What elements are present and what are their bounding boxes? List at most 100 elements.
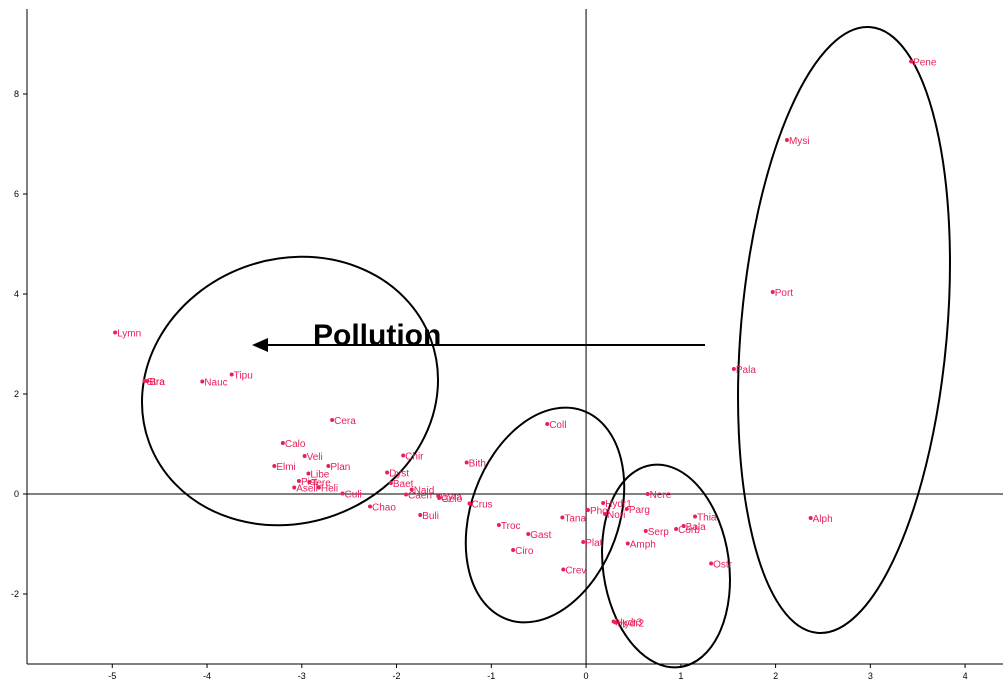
point-label-alph: Alph (813, 514, 833, 525)
point-pene (909, 59, 914, 64)
point-bith (464, 460, 469, 465)
point-label-hydr2: Hydr2 (617, 619, 644, 630)
point-label-asell: Asell (296, 484, 318, 495)
x-tick-label: 3 (868, 671, 873, 681)
point-label-gyra: Gyra (440, 492, 462, 503)
point-chao (368, 504, 373, 509)
point-label-bith: Bith (469, 459, 486, 470)
point-asell (292, 485, 297, 490)
point-label-cera: Cera (334, 416, 356, 427)
point-label-plat: Plat (585, 538, 602, 549)
point-label-troc: Troc (501, 521, 521, 532)
point-label-parg: Parg (629, 505, 650, 516)
point-label-naid: Naid (414, 486, 435, 497)
point-label-culi: Culi (345, 490, 362, 501)
x-tick-label: 0 (584, 671, 589, 681)
point-port (770, 290, 775, 294)
central-group-ellipse (464, 406, 626, 624)
point-label-tere: Tere (311, 478, 331, 489)
x-tick-label: 2 (773, 671, 778, 681)
point-mysi (784, 138, 789, 142)
x-tick-label: -2 (393, 671, 401, 681)
point-tere (307, 480, 312, 484)
point-label-calo: Calo (285, 439, 306, 450)
y-tick-label: 8 (14, 89, 19, 99)
point-elmi (272, 464, 277, 468)
point-label-baet: Baet (393, 479, 414, 490)
point-label-dyst: Dyst (389, 469, 409, 480)
point-label-tipu: Tipu (234, 371, 253, 382)
point-corb (674, 527, 679, 531)
point-calo (280, 441, 285, 445)
point-ostr (709, 561, 714, 566)
point-label-libe: Libe (310, 470, 329, 481)
point-bra (145, 379, 150, 383)
point-pala (731, 367, 736, 371)
pollution-group-ellipse (140, 255, 440, 527)
point-ciro (511, 548, 516, 552)
point-label-bra: Bra (149, 377, 165, 388)
point-label-corb: Corb (678, 525, 700, 536)
point-naid (409, 487, 414, 492)
point-label-nere: Nere (650, 490, 672, 501)
x-tick-label: -5 (108, 671, 116, 681)
point-plat (581, 540, 586, 544)
point-nauc (200, 379, 205, 384)
point-label-bala: Bala (686, 522, 706, 533)
point-label-crev: Crev (565, 566, 586, 577)
point-label-buli: Buli (422, 511, 439, 522)
point-stra (142, 379, 147, 383)
point-tana (560, 515, 565, 520)
pollution-label: Pollution (313, 319, 441, 352)
point-crev (561, 567, 566, 572)
point-phol (585, 508, 590, 512)
point-gast (526, 532, 531, 536)
lower-group-ellipse (601, 463, 731, 669)
point-label-pisi: Pisi (301, 477, 317, 488)
point-label-veli: Veli (307, 452, 323, 463)
point-hydr2 (613, 620, 618, 625)
point-label-pene: Pene (913, 58, 937, 69)
point-label-port: Port (775, 288, 794, 299)
point-pisi (296, 479, 301, 483)
point-label-hydr3: Hydr3 (616, 618, 643, 629)
point-coll (545, 422, 550, 426)
point-nori (603, 512, 608, 516)
point-label-nori: Nori (607, 510, 625, 521)
x-tick-label: 1 (678, 671, 683, 681)
point-troc (496, 523, 501, 527)
point-label-tana: Tana (564, 514, 586, 525)
point-dyst (385, 470, 390, 475)
point-alph (808, 516, 813, 520)
point-label-elmi: Elmi (276, 462, 295, 473)
point-bala (681, 524, 686, 528)
point-parg (624, 507, 629, 511)
point-plan (326, 464, 331, 468)
point-label-serp: Serp (648, 527, 670, 538)
pollution-arrow-head (252, 338, 268, 352)
point-label-pala: Pala (736, 365, 756, 376)
point-label-nauc: Nauc (204, 378, 227, 389)
point-caen (404, 492, 409, 497)
point-heli (316, 485, 321, 490)
point-buli (418, 513, 423, 517)
point-gelo (437, 496, 442, 500)
point-nere (645, 492, 650, 496)
point-veli (302, 454, 307, 458)
point-amph (625, 541, 630, 546)
point-label-lymn: Lymn (117, 329, 141, 340)
point-label-hydr1: Hydr1 (605, 499, 632, 510)
x-tick-label: -3 (298, 671, 306, 681)
marine-group-ellipse (737, 26, 951, 634)
point-label-mysi: Mysi (789, 136, 810, 147)
point-libe (306, 471, 311, 476)
point-label-coll: Coll (549, 420, 566, 431)
point-label-amph: Amph (630, 540, 656, 551)
point-chir (401, 453, 406, 458)
x-tick-label: -1 (487, 671, 495, 681)
y-tick-label: 4 (14, 289, 19, 299)
point-label-plan: Plan (330, 462, 350, 473)
point-serp (643, 529, 648, 533)
point-label-crus: Crus (472, 500, 493, 511)
